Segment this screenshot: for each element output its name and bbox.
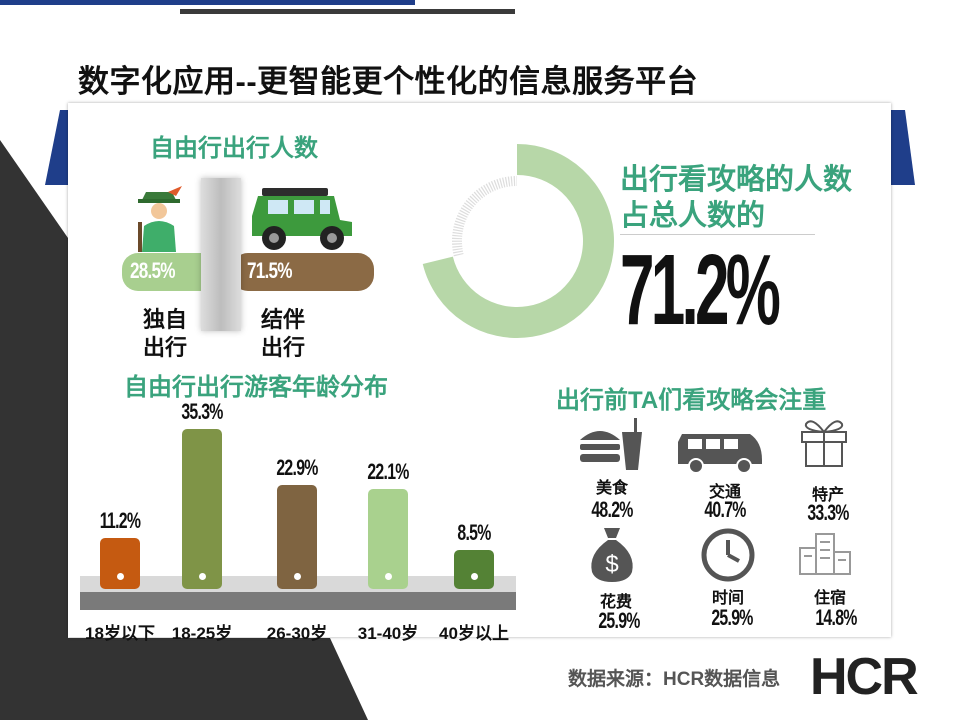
age-category-label: 18-25岁 — [171, 624, 233, 643]
hcr-logo: HCR — [810, 648, 919, 706]
age-bar — [454, 550, 494, 589]
age-bar-value-label: 11.2% — [99, 508, 141, 534]
van-icon — [678, 434, 762, 474]
age-bar — [100, 538, 140, 589]
guide-share-donut — [422, 144, 614, 338]
guide-share-heading-line2: 占总人数的 — [620, 200, 766, 232]
group-percent: 71.5% — [247, 258, 293, 283]
focus-label-lodging: 住宿 — [813, 590, 846, 607]
age-category-label: 40岁以上 — [439, 624, 509, 643]
focus-value-time: 25.9% — [711, 605, 753, 630]
companion-divider — [201, 178, 241, 331]
focus-label-cost: 花费 — [599, 594, 632, 611]
top-accent-bar-dark — [180, 9, 515, 14]
age-bar-value-label: 22.9% — [276, 455, 318, 481]
data-source: 数据来源：HCR数据信息 — [568, 669, 781, 690]
focus-value-specialty: 33.3% — [807, 500, 849, 525]
svg-text:$: $ — [605, 551, 618, 578]
jeep-icon — [252, 188, 352, 250]
building-icon — [799, 533, 851, 575]
age-bar-dot — [294, 573, 301, 580]
age-bar-value-label: 22.1% — [367, 458, 409, 484]
donut-remaining-segment — [452, 176, 518, 257]
page-title: 数字化应用--更智能更个性化的信息服务平台 — [78, 64, 699, 99]
food-icon — [580, 418, 642, 470]
donut-filled-segment — [422, 144, 614, 338]
age-bar-value-label: 8.5% — [457, 520, 491, 546]
focus-label-time: 时间 — [711, 590, 744, 607]
guide-share-value: 71.2% — [620, 234, 781, 346]
companion-heading: 自由行出行人数 — [150, 135, 318, 162]
age-category-label: 18岁以下 — [85, 624, 155, 643]
gift-icon — [801, 420, 847, 467]
age-bar-dot — [117, 573, 124, 580]
focus-label-specialty: 特产 — [811, 487, 844, 504]
guide-share-rule — [620, 234, 815, 235]
age-category-label: 31-40岁 — [357, 624, 419, 643]
top-accent-bar — [0, 0, 415, 5]
focus-heading: 出行前TA们看攻略会注重 — [556, 387, 827, 414]
focus-label-transport: 交通 — [708, 484, 741, 501]
focus-value-lodging: 14.8% — [815, 605, 857, 630]
age-bar — [182, 429, 222, 589]
age-chart-title: 自由行出行游客年龄分布 — [124, 374, 388, 401]
money-bag-icon: $ — [591, 528, 633, 582]
solo-percent: 28.5% — [130, 258, 176, 283]
group-pill — [232, 253, 374, 291]
hiker-icon — [138, 186, 182, 252]
chart-baseline-dark — [80, 592, 516, 610]
focus-value-food: 48.2% — [591, 497, 633, 522]
age-bar — [277, 485, 317, 589]
solo-label: 独自 出行 — [142, 307, 187, 360]
guide-share-heading-line1: 出行看攻略的人数 — [620, 164, 853, 196]
age-bar-value-label: 35.3% — [181, 399, 223, 424]
focus-value-transport: 40.7% — [704, 497, 746, 522]
age-bar-dot — [471, 573, 478, 580]
age-bar-dot — [385, 573, 392, 580]
group-label: 结伴 出行 — [260, 307, 305, 360]
clock-icon — [701, 528, 755, 582]
age-bar-dot — [199, 573, 206, 580]
age-bar — [368, 488, 408, 589]
age-category-label: 26-30岁 — [266, 624, 328, 643]
focus-value-cost: 25.9% — [598, 608, 640, 633]
focus-label-food: 美食 — [595, 480, 628, 497]
